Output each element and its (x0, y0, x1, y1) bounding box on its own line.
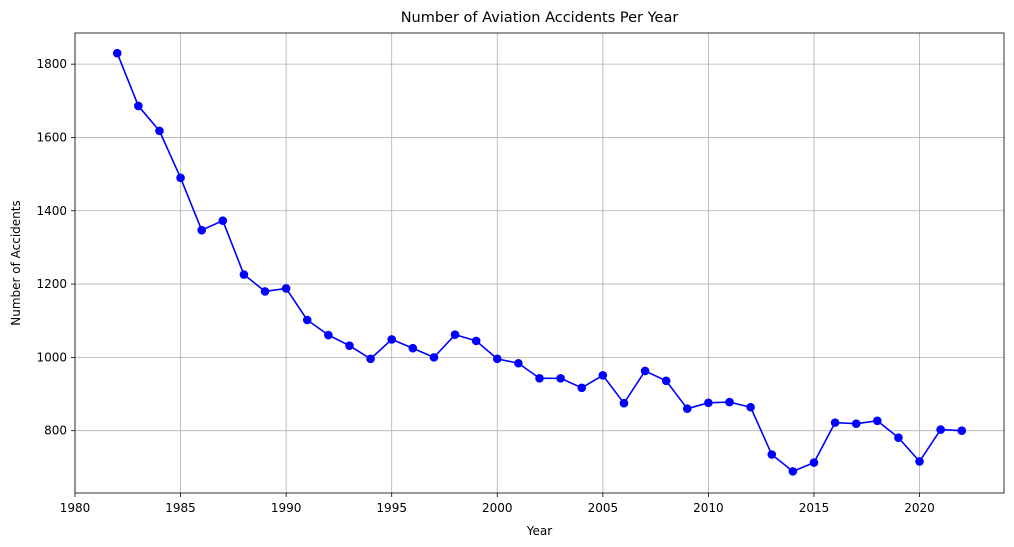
data-point (873, 416, 882, 426)
data-point (155, 126, 164, 136)
data-point (682, 404, 692, 413)
plot-area (74, 32, 1005, 494)
data-point (260, 287, 270, 296)
data-point (598, 371, 608, 380)
x-tick-label: 1990 (271, 501, 302, 515)
data-point (387, 335, 397, 344)
data-point (176, 173, 185, 183)
data-point (302, 315, 312, 325)
data-point (112, 48, 122, 58)
x-axis: 1980 1985 1990 1995 2000 2005 2010 2015 2020 (60, 493, 935, 515)
data-point (218, 216, 228, 225)
data-point (830, 418, 840, 427)
x-tick-label: 2000 (482, 501, 513, 515)
x-tick-label: 2020 (904, 501, 935, 515)
y-tick-label: 1200 (36, 277, 67, 291)
y-tick-label: 1600 (36, 130, 67, 144)
data-point (281, 284, 291, 293)
data-point (788, 467, 798, 476)
data-point (809, 458, 819, 467)
data-point (345, 341, 354, 350)
data-point (471, 336, 481, 346)
y-axis: 800 1000 1200 1400 1600 1800 (36, 57, 75, 438)
data-point (556, 373, 565, 383)
data-point (408, 343, 418, 353)
data-point (197, 225, 206, 235)
data-point (661, 376, 671, 386)
data-point (936, 425, 945, 434)
data-point (535, 373, 544, 383)
data-point (492, 354, 502, 364)
data-point (239, 270, 249, 279)
x-tick-label: 2015 (799, 501, 830, 515)
data-point (851, 419, 861, 429)
x-axis-title: Year (526, 524, 552, 538)
data-point (134, 101, 143, 111)
data-point (429, 353, 439, 362)
data-point (957, 426, 967, 435)
chart-title: Number of Aviation Accidents Per Year (401, 10, 679, 26)
x-tick-label: 1995 (376, 501, 407, 515)
x-tick-label: 1980 (60, 501, 91, 515)
data-point (640, 366, 650, 376)
data-point (767, 450, 777, 459)
y-tick-label: 1400 (36, 204, 67, 218)
data-point (894, 433, 903, 442)
data-point (514, 358, 523, 368)
data-point (366, 354, 375, 364)
data-point (450, 330, 460, 339)
data-point (704, 398, 713, 408)
y-axis-title: Number of Accidents (9, 200, 23, 326)
y-tick-label: 800 (44, 424, 67, 438)
data-point (746, 402, 755, 412)
data-point (725, 397, 734, 407)
x-tick-label: 1985 (165, 501, 196, 515)
data-point (577, 383, 587, 393)
data-point (915, 457, 924, 466)
grid (74, 33, 1004, 493)
data-point (324, 330, 333, 340)
series-layer (112, 48, 967, 476)
x-tick-label: 2005 (588, 501, 619, 515)
y-tick-label: 1800 (36, 57, 67, 71)
x-tick-label: 2010 (693, 501, 724, 515)
data-point (619, 398, 629, 408)
y-tick-label: 1000 (36, 350, 67, 364)
